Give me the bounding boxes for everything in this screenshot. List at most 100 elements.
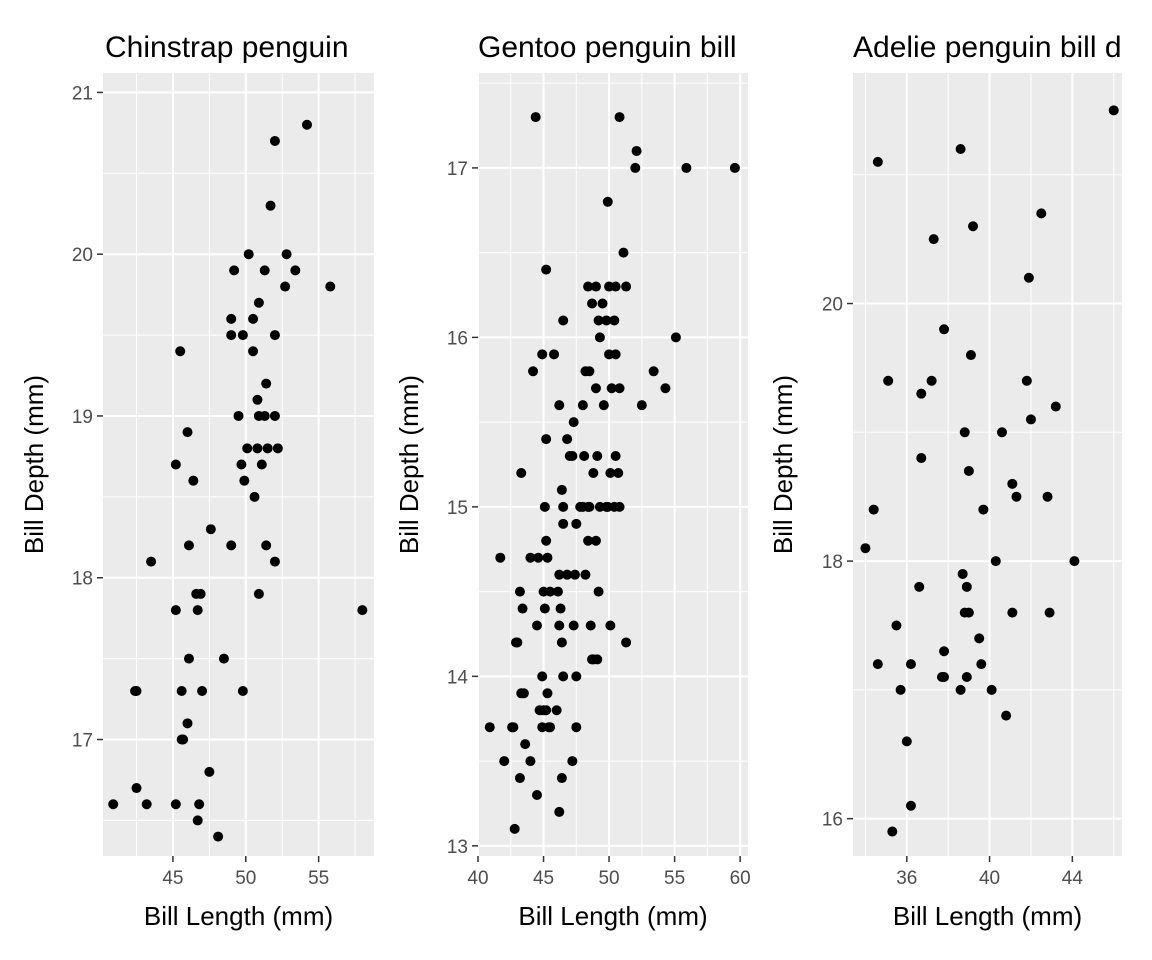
data-point: [252, 443, 263, 454]
data-point: [265, 200, 276, 211]
data-point: [1011, 491, 1022, 502]
data-point: [108, 799, 119, 810]
data-point: [542, 552, 553, 563]
data-point: [571, 671, 582, 682]
data-point: [648, 366, 659, 377]
data-point: [579, 451, 590, 462]
data-point: [601, 315, 612, 326]
data-point: [606, 383, 617, 394]
data-point: [261, 540, 272, 551]
data-point: [272, 443, 283, 454]
data-point: [541, 264, 552, 275]
panel-3: 36 40 44 16 18 20 Adelie penguin bill d Bill Le…: [768, 31, 1122, 931]
panel-background: [478, 73, 748, 856]
x-tick-label: 36: [896, 868, 917, 889]
data-point: [590, 281, 601, 292]
data-point: [614, 501, 625, 512]
y-tick-label: 17: [72, 731, 93, 752]
data-point: [887, 826, 898, 837]
data-point: [495, 552, 506, 563]
data-point: [205, 524, 216, 535]
data-point: [182, 718, 193, 729]
data-point: [597, 298, 608, 309]
data-point: [936, 671, 947, 682]
x-tick-label: 60: [730, 868, 751, 889]
data-point: [192, 815, 203, 826]
data-point: [610, 281, 621, 292]
data-point: [218, 653, 229, 664]
data-point: [253, 297, 264, 308]
data-point: [905, 800, 916, 811]
data-point: [1007, 478, 1018, 489]
data-point: [614, 383, 625, 394]
data-point: [577, 400, 588, 411]
x-axis-title: Bill Length (mm): [144, 901, 333, 931]
data-point: [590, 383, 601, 394]
data-point: [325, 281, 336, 292]
data-point: [226, 313, 237, 324]
data-point: [590, 535, 601, 546]
data-point: [602, 196, 613, 207]
data-point: [1023, 272, 1034, 283]
data-point: [614, 112, 625, 123]
data-point: [237, 685, 248, 696]
y-tick-label: 14: [447, 667, 469, 688]
data-point: [580, 569, 591, 580]
data-point: [558, 501, 569, 512]
data-point: [957, 568, 968, 579]
data-point: [613, 467, 624, 478]
data-point: [525, 552, 536, 563]
data-point: [499, 756, 510, 767]
x-tick-label: 50: [598, 868, 619, 889]
data-point: [567, 756, 578, 767]
data-point: [542, 688, 553, 699]
data-point: [545, 586, 556, 597]
y-tick-label: 18: [72, 569, 93, 590]
data-point: [1025, 414, 1036, 425]
data-point: [543, 722, 554, 733]
data-point: [182, 427, 193, 438]
data-point: [243, 249, 254, 260]
data-point: [141, 799, 152, 810]
data-point: [528, 366, 539, 377]
data-point: [170, 459, 181, 470]
data-point: [592, 654, 603, 665]
data-point: [594, 332, 605, 343]
data-point: [961, 581, 972, 592]
data-point: [531, 789, 542, 800]
data-point: [509, 823, 520, 834]
data-point: [269, 556, 280, 567]
x-axis-title: Bill Length (mm): [893, 901, 1082, 931]
data-point: [248, 313, 259, 324]
data-point: [175, 346, 186, 357]
data-point: [872, 156, 883, 167]
x-tick-label: 44: [1062, 868, 1084, 889]
data-point: [872, 659, 883, 670]
data-point: [188, 475, 199, 486]
data-point: [195, 588, 206, 599]
data-point: [631, 145, 642, 156]
data-point: [558, 671, 569, 682]
data-point: [1044, 607, 1055, 618]
data-point: [249, 491, 260, 502]
data-point: [508, 722, 519, 733]
data-point: [262, 443, 273, 454]
data-point: [280, 281, 291, 292]
data-point: [194, 799, 205, 810]
data-point: [621, 281, 632, 292]
data-point: [556, 637, 567, 648]
data-point: [514, 773, 525, 784]
data-point: [621, 637, 632, 648]
data-point: [916, 388, 927, 399]
data-point: [939, 646, 950, 657]
data-point: [552, 586, 563, 597]
data-point: [554, 806, 565, 817]
data-point: [681, 162, 692, 173]
data-point: [868, 504, 879, 515]
data-point: [259, 265, 270, 276]
data-point: [541, 434, 552, 445]
y-tick-label: 13: [447, 837, 468, 858]
data-point: [1069, 556, 1080, 567]
data-point: [891, 620, 902, 631]
